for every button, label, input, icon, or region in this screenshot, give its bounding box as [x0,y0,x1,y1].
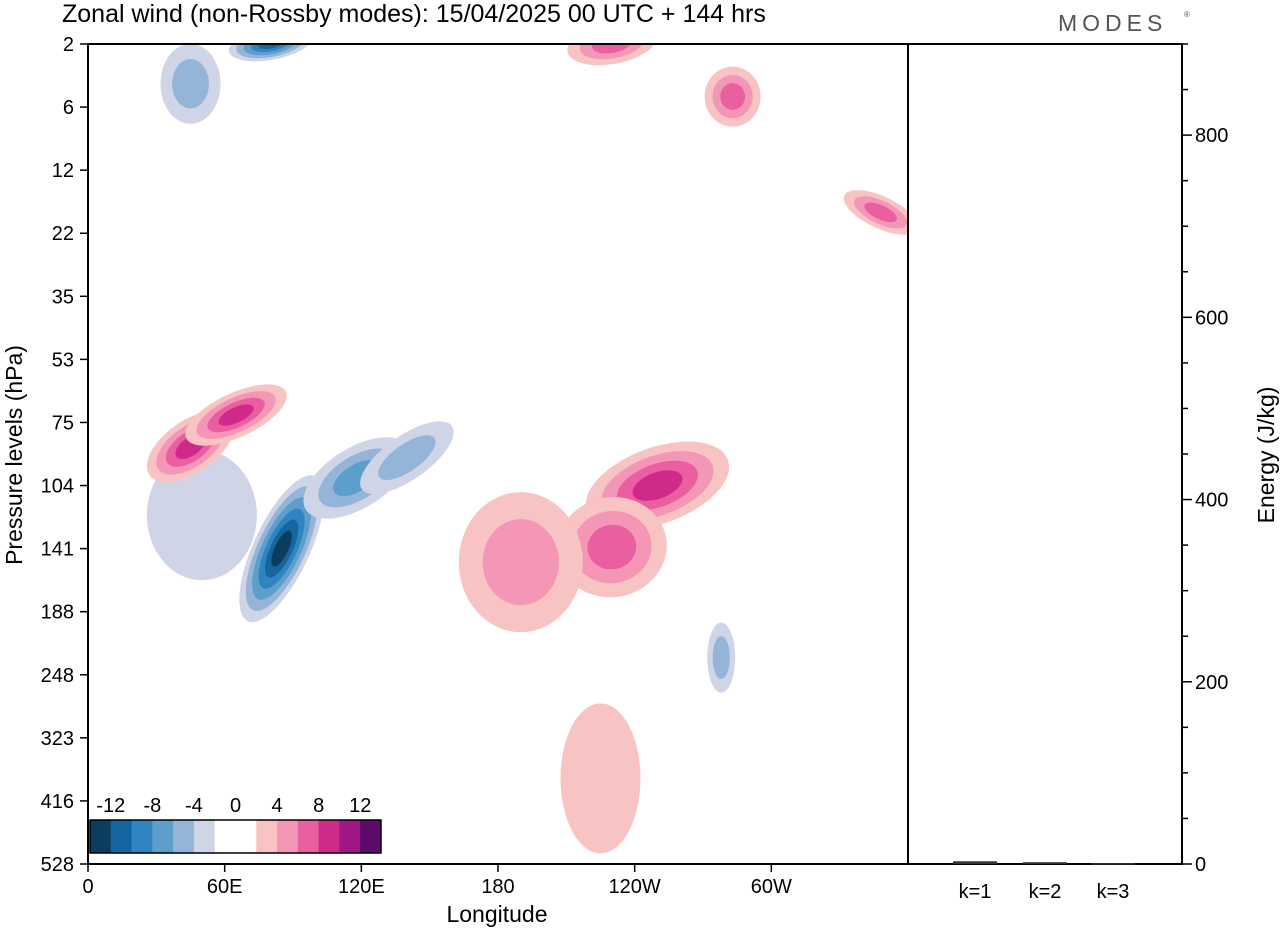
colorbar-label: -4 [185,795,203,817]
energy-bar-panel: k=1 k=2 k=3 [953,861,1135,903]
brand-logo: MODES [1058,10,1168,36]
y-tick-label: 416 [41,791,74,813]
anomaly-contour [587,524,637,570]
anomaly-contour [378,435,436,480]
y-axis: 2 6 12 22 35 53 75 104 141 188 248 323 416 528 [41,34,88,876]
energy-category-label: k=3 [1097,881,1130,903]
colorbar-border [89,819,382,854]
anomaly-negative-6 [707,622,736,693]
y-tick-label: 75 [52,412,74,434]
anomaly-contour [146,450,257,581]
y-tick-label: 6 [63,97,74,119]
colorbar-swatch [297,820,320,853]
colorbar-swatch [173,820,195,853]
colorbar-label: -8 [143,795,161,817]
x-tick-label: 0 [82,876,93,898]
energy-bar [953,861,997,864]
y-tick-label: 188 [41,602,74,624]
chart-title: Zonal wind (non-Rossby modes): 15/04/202… [62,0,766,28]
colorbar-swatch [214,820,236,853]
anomaly-contour [579,44,644,60]
y-tick-label: 22 [52,223,74,245]
colorbar-swatch [256,820,278,853]
y-tick-label: 104 [41,476,74,498]
colorbar-label: 8 [313,795,324,817]
colorbar-swatch [277,820,299,853]
energy-bar [1091,863,1135,865]
colorbar-label: 0 [230,795,241,817]
y-axis-title: Pressure levels (hPa) [1,345,27,565]
heatmap-field [146,44,908,854]
y-tick-label: 141 [41,539,74,561]
energy-tick-label: 0 [1195,854,1206,876]
anomaly-positive-13 [704,66,761,127]
colorbar-swatch [110,820,133,853]
y-tick-label: 248 [41,665,74,687]
energy-category-label: k=2 [1029,881,1062,903]
colorbar-swatch [360,820,382,853]
x-axis-title: Longitude [446,901,547,927]
anomaly-negative-0 [239,475,324,623]
energy-tick-label: 600 [1195,307,1228,329]
energy-tick-label: 400 [1195,490,1228,512]
anomaly-contour [632,470,683,501]
colorbar-label: -12 [96,795,125,817]
colorbar: -12 -8 -4 0 4 8 12 [88,782,383,855]
y-tick-label: 12 [52,160,74,182]
anomaly-contour [592,44,632,54]
colorbar-swatch [339,820,361,853]
anomaly-positive-14 [843,190,908,235]
anomaly-contour [218,404,254,426]
y-tick-label: 2 [63,34,74,56]
energy-category-label: k=1 [959,881,992,903]
colorbar-label: 12 [349,795,371,817]
anomaly-contour [720,83,746,110]
colorbar-swatch [152,820,174,853]
colorbar-swatch [131,820,153,853]
brand-registered-mark: ® [1184,10,1190,19]
colorbar-swatch [90,820,112,853]
anomaly-contour [482,519,559,606]
y-tick-label: 53 [52,349,74,371]
anomaly-contour [560,703,641,854]
energy-tick-label: 800 [1195,125,1228,147]
anomaly-positive-11 [458,492,583,633]
anomaly-negative-3 [146,450,257,581]
x-axis: 0 60E 120E 180 120W 60W [82,864,792,898]
x-tick-label: 60W [751,876,792,898]
anomaly-positive-10 [557,496,667,598]
anomaly-positive-12 [567,44,657,66]
colorbar-label: 4 [272,795,283,817]
y-tick-label: 323 [41,728,74,750]
anomaly-contour [864,202,898,223]
energy-y-axis: 0 200 400 600 800 [1182,43,1228,876]
x-tick-label: 120W [609,876,661,898]
anomaly-contour [172,59,209,109]
anomaly-positive-15 [560,703,641,854]
colorbar-swatch [235,820,257,853]
anomaly-negative-5 [160,44,221,124]
y-tick-label: 528 [41,854,74,876]
x-tick-label: 120E [338,876,385,898]
energy-tick-label: 200 [1195,672,1228,694]
energy-bar [1023,862,1067,864]
energy-axis-title: Energy (J/kg) [1253,387,1279,524]
anomaly-contour [271,530,292,567]
anomaly-negative-2 [360,421,454,494]
colorbar-swatch [193,820,216,853]
anomaly-positive-8 [185,384,287,446]
anomaly-contour [712,636,730,680]
x-tick-label: 180 [481,876,514,898]
colorbar-swatch [318,820,340,853]
y-tick-label: 35 [52,286,74,308]
x-tick-label: 60E [207,876,243,898]
